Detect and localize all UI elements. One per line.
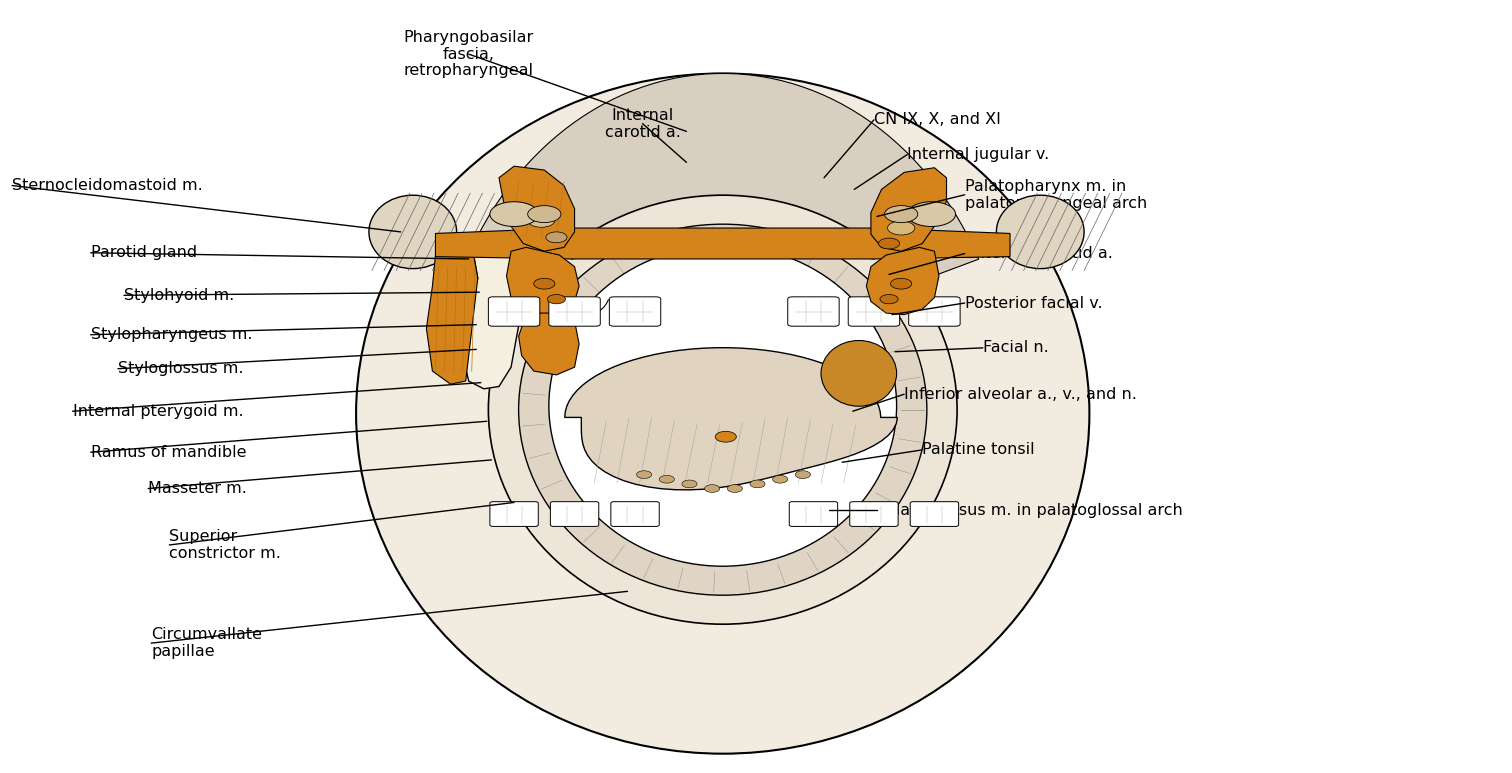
Text: Palatine tonsil: Palatine tonsil: [922, 442, 1034, 458]
Text: Styloglossus m.: Styloglossus m.: [118, 361, 243, 376]
Ellipse shape: [549, 246, 897, 566]
Polygon shape: [435, 228, 1010, 259]
Circle shape: [637, 471, 652, 478]
Ellipse shape: [519, 224, 927, 595]
Polygon shape: [866, 247, 939, 315]
Circle shape: [705, 485, 720, 492]
FancyBboxPatch shape: [609, 297, 661, 326]
Text: Palatoglossus m. in palatoglossal arch: Palatoglossus m. in palatoglossal arch: [877, 502, 1182, 518]
Circle shape: [534, 278, 555, 289]
Polygon shape: [499, 166, 575, 251]
Ellipse shape: [996, 196, 1084, 269]
Polygon shape: [871, 168, 947, 251]
Text: Stylopharyngeus m.: Stylopharyngeus m.: [91, 327, 253, 342]
Text: Internal pterygoid m.: Internal pterygoid m.: [73, 404, 243, 419]
Circle shape: [547, 295, 565, 304]
Text: Facial n.: Facial n.: [983, 340, 1048, 356]
Text: Internal
carotid a.: Internal carotid a.: [605, 107, 680, 140]
Ellipse shape: [821, 340, 897, 407]
Circle shape: [715, 431, 736, 442]
Circle shape: [490, 202, 538, 226]
Circle shape: [907, 202, 956, 226]
Text: Palatopharynx m. in
palatopharyngeal arch: Palatopharynx m. in palatopharyngeal arc…: [965, 179, 1148, 211]
Text: Pharyngobasilar
fascia,
retropharyngeal: Pharyngobasilar fascia, retropharyngeal: [404, 30, 534, 78]
Ellipse shape: [488, 196, 957, 625]
Circle shape: [528, 213, 555, 227]
Polygon shape: [426, 253, 478, 384]
FancyBboxPatch shape: [549, 297, 600, 326]
Polygon shape: [467, 73, 978, 295]
Polygon shape: [507, 247, 579, 315]
Text: Parotid gland: Parotid gland: [91, 245, 197, 261]
Circle shape: [727, 485, 742, 492]
Circle shape: [528, 206, 561, 223]
Circle shape: [773, 475, 788, 483]
FancyBboxPatch shape: [550, 502, 599, 526]
Polygon shape: [463, 247, 522, 389]
FancyBboxPatch shape: [488, 297, 540, 326]
Text: Internal jugular v.: Internal jugular v.: [907, 147, 1049, 162]
Circle shape: [795, 471, 810, 478]
FancyBboxPatch shape: [909, 297, 960, 326]
FancyBboxPatch shape: [490, 502, 538, 526]
Circle shape: [878, 238, 900, 249]
Circle shape: [880, 295, 898, 304]
Text: Masseter m.: Masseter m.: [148, 481, 246, 496]
Circle shape: [546, 232, 567, 243]
FancyBboxPatch shape: [850, 502, 898, 526]
Circle shape: [888, 221, 915, 235]
Text: Ramus of mandible: Ramus of mandible: [91, 444, 246, 460]
Ellipse shape: [369, 196, 457, 269]
Text: Posterior facial v.: Posterior facial v.: [965, 295, 1102, 311]
Text: Circumvallate
papillae: Circumvallate papillae: [151, 627, 262, 659]
FancyBboxPatch shape: [789, 502, 838, 526]
Text: CN IX, X, and XI: CN IX, X, and XI: [874, 112, 1001, 128]
Circle shape: [750, 480, 765, 488]
Circle shape: [885, 206, 918, 223]
Text: Inferior alveolar a., v., and n.: Inferior alveolar a., v., and n.: [904, 386, 1137, 402]
Text: Sternocleidomastoid m.: Sternocleidomastoid m.: [12, 178, 203, 193]
Circle shape: [891, 278, 912, 289]
Polygon shape: [519, 313, 579, 375]
Text: External carotid a.: External carotid a.: [965, 246, 1113, 261]
FancyBboxPatch shape: [848, 297, 900, 326]
FancyBboxPatch shape: [611, 502, 659, 526]
Circle shape: [659, 475, 674, 483]
Text: Stylohyoid m.: Stylohyoid m.: [124, 288, 234, 303]
FancyBboxPatch shape: [910, 502, 959, 526]
FancyBboxPatch shape: [788, 297, 839, 326]
Polygon shape: [564, 348, 898, 490]
Circle shape: [682, 480, 697, 488]
Ellipse shape: [357, 73, 1089, 754]
Text: Superior
constrictor m.: Superior constrictor m.: [169, 529, 281, 561]
